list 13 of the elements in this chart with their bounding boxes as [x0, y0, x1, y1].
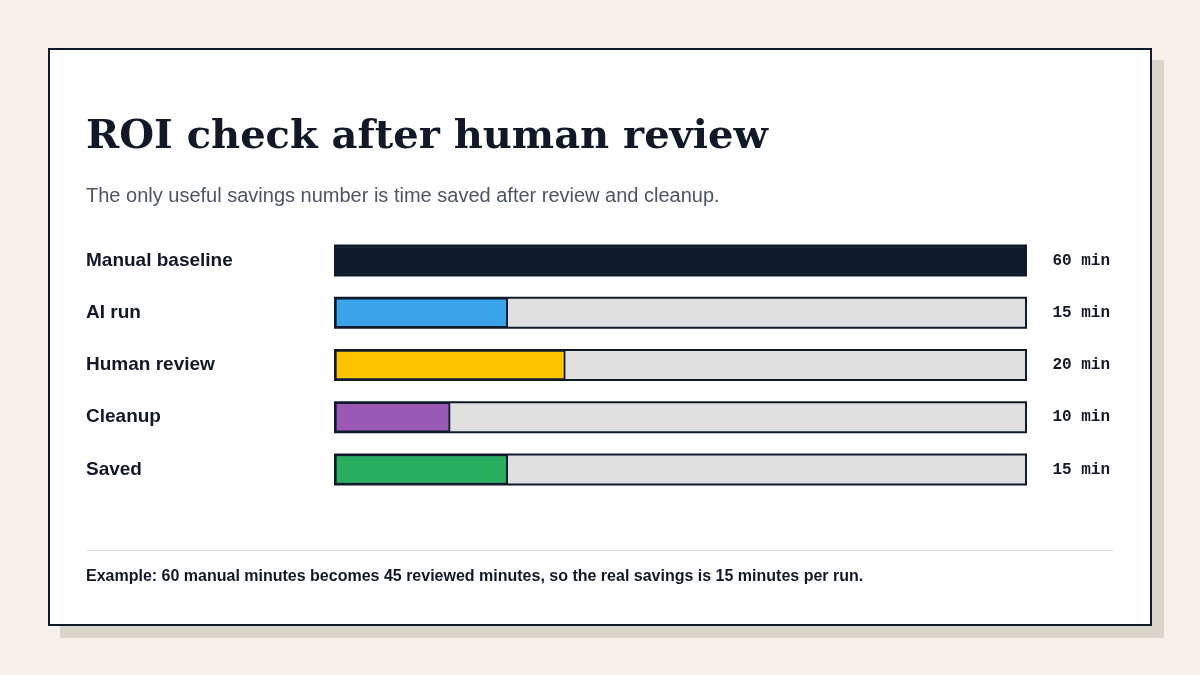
y-tick-label: AI run: [86, 300, 141, 322]
y-tick-label: Cleanup: [86, 405, 161, 427]
data-label: 10 min: [1052, 408, 1110, 427]
data-label: 60 min: [1052, 251, 1110, 270]
chart-subtitle: The only useful savings number is time saved after review and cleanup.: [86, 184, 720, 207]
data-label: 15 min: [1052, 303, 1110, 322]
y-tick-label: Manual baseline: [86, 248, 233, 270]
chart-title: ROI check after human review: [86, 110, 768, 157]
y-tick-label: Human review: [86, 353, 216, 375]
data-label: 20 min: [1052, 356, 1110, 375]
y-tick-label: Saved: [86, 457, 142, 479]
text: Example: 60 manual minutes becomes 45 reviewed minutes, so the real savings is 15 minutes per run.: [86, 567, 865, 585]
data-label: 15 min: [1052, 460, 1110, 479]
